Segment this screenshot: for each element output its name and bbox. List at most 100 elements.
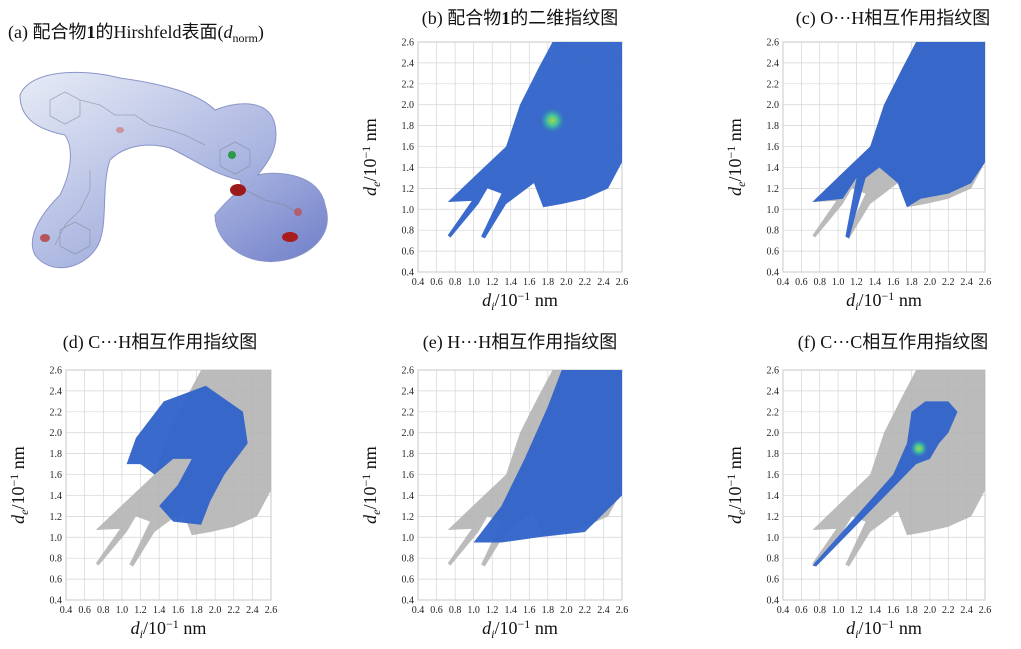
axis-exponent: −1 [7, 474, 21, 487]
y-tick-label: 1.2 [402, 184, 415, 195]
y-tick-label: 0.4 [402, 268, 415, 279]
y-tick-label: 2.6 [402, 366, 415, 377]
y-tick-label: 0.4 [767, 268, 780, 279]
x-tick-label: 0.4 [412, 605, 425, 616]
y-tick-label: 2.4 [767, 58, 780, 69]
x-tick-label: 1.6 [523, 605, 536, 616]
panel-title: (f) C···C相互作用指纹图 [798, 332, 988, 353]
y-tick-label: 1.8 [767, 121, 780, 132]
x-tick-label: 1.2 [850, 605, 863, 616]
axis-unit: /10 [143, 618, 166, 638]
fingerprint-panel: 0.40.40.60.60.80.81.01.01.21.21.41.41.61… [359, 332, 628, 641]
axis-unit: /10 [495, 618, 518, 638]
x-tick-label: 0.8 [449, 277, 462, 288]
y-tick-label: 1.4 [767, 491, 780, 502]
axis-unit: /10 [8, 486, 28, 509]
x-tick-label: 2.6 [616, 277, 629, 288]
panel-a: (a) 配合物1的Hirshfeld表面(dnorm) [8, 22, 327, 268]
axis-exponent: −1 [724, 146, 738, 159]
axis-exponent: −1 [882, 289, 895, 303]
x-tick-label: 2.6 [265, 605, 278, 616]
y-tick-label: 2.4 [402, 58, 415, 69]
x-tick-label: 1.2 [850, 277, 863, 288]
axis-unit: /10 [725, 486, 745, 509]
title-text: (a) 配合物 [8, 22, 86, 43]
x-tick-label: 1.4 [504, 277, 517, 288]
y-tick-label: 1.2 [767, 512, 780, 523]
x-tick-label: 2.4 [960, 277, 973, 288]
panel-title: (e) H···H相互作用指纹图 [423, 332, 617, 353]
title-part: (e) H···H相互作用指纹图 [423, 332, 617, 353]
x-tick-label: 2.6 [979, 277, 992, 288]
x-tick-label: 0.4 [777, 605, 790, 616]
y-tick-label: 1.8 [50, 449, 63, 460]
x-tick-label: 2.4 [597, 277, 610, 288]
axis-exponent: −1 [518, 289, 531, 303]
axis-unit: nm [179, 618, 207, 638]
y-tick-label: 2.0 [50, 428, 63, 439]
axis-exponent: −1 [359, 146, 373, 159]
y-axis-label: de/10−1 nm [359, 446, 383, 524]
x-tick-label: 1.6 [887, 605, 900, 616]
fingerprint-panel: 0.40.40.60.60.80.81.01.01.21.21.41.41.61… [724, 332, 991, 641]
axis-unit: nm [530, 290, 558, 310]
y-tick-label: 2.2 [50, 407, 63, 418]
y-tick-label: 2.4 [50, 386, 63, 397]
title-subscript: norm [232, 31, 258, 45]
x-axis-label: di/10−1 nm [482, 617, 558, 641]
x-tick-label: 0.4 [412, 277, 425, 288]
y-tick-label: 0.4 [767, 596, 780, 607]
x-tick-label: 1.4 [869, 277, 882, 288]
axis-unit: nm [725, 446, 745, 474]
y-tick-label: 2.2 [767, 407, 780, 418]
title-part: (d) C···H相互作用指纹图 [63, 332, 257, 353]
panel-title: (b) 配合物1的二维指纹图 [422, 8, 619, 29]
x-tick-label: 1.0 [467, 277, 480, 288]
fingerprint-panel: 0.40.40.60.60.80.81.01.01.21.21.41.41.61… [359, 8, 628, 313]
x-tick-label: 1.8 [905, 277, 918, 288]
y-tick-label: 1.2 [50, 512, 63, 523]
x-tick-label: 2.6 [979, 605, 992, 616]
title-text: ) [258, 22, 264, 43]
y-axis-label: de/10−1 nm [724, 118, 748, 196]
y-tick-label: 1.4 [402, 491, 415, 502]
axis-unit: /10 [360, 158, 380, 181]
axis-unit: /10 [495, 290, 518, 310]
y-tick-label: 1.0 [767, 533, 780, 544]
x-tick-label: 0.6 [795, 605, 808, 616]
x-tick-label: 1.4 [869, 605, 882, 616]
x-tick-label: 1.6 [523, 277, 536, 288]
title-part: (f) C···C相互作用指纹图 [798, 332, 988, 353]
x-tick-label: 1.8 [542, 605, 555, 616]
x-tick-label: 0.8 [449, 605, 462, 616]
x-tick-label: 1.8 [190, 605, 203, 616]
y-axis-label: de/10−1 nm [724, 446, 748, 524]
panel-title: (d) C···H相互作用指纹图 [63, 332, 257, 353]
y-tick-label: 1.0 [767, 205, 780, 216]
x-tick-label: 0.8 [813, 277, 826, 288]
y-tick-label: 0.6 [767, 575, 780, 586]
y-tick-label: 0.6 [402, 575, 415, 586]
x-tick-label: 0.6 [795, 277, 808, 288]
x-tick-label: 1.0 [116, 605, 129, 616]
x-tick-label: 0.4 [777, 277, 790, 288]
x-tick-label: 1.2 [486, 605, 499, 616]
y-tick-label: 2.2 [767, 79, 780, 90]
x-tick-label: 2.0 [209, 605, 222, 616]
y-tick-label: 1.6 [767, 470, 780, 481]
y-tick-label: 0.8 [50, 554, 63, 565]
y-axis-label: de/10−1 nm [359, 118, 383, 196]
y-tick-label: 2.0 [402, 100, 415, 111]
y-tick-label: 2.4 [767, 386, 780, 397]
x-tick-label: 0.6 [78, 605, 91, 616]
x-axis-label: di/10−1 nm [846, 289, 922, 313]
hirshfeld-surface [20, 72, 327, 267]
axis-unit: nm [360, 446, 380, 474]
x-tick-label: 0.8 [97, 605, 110, 616]
axis-unit: nm [530, 618, 558, 638]
y-tick-label: 0.8 [402, 554, 415, 565]
axis-unit: nm [894, 290, 922, 310]
y-tick-label: 2.6 [50, 366, 63, 377]
title-number: 1 [86, 22, 95, 42]
x-tick-label: 2.4 [960, 605, 973, 616]
